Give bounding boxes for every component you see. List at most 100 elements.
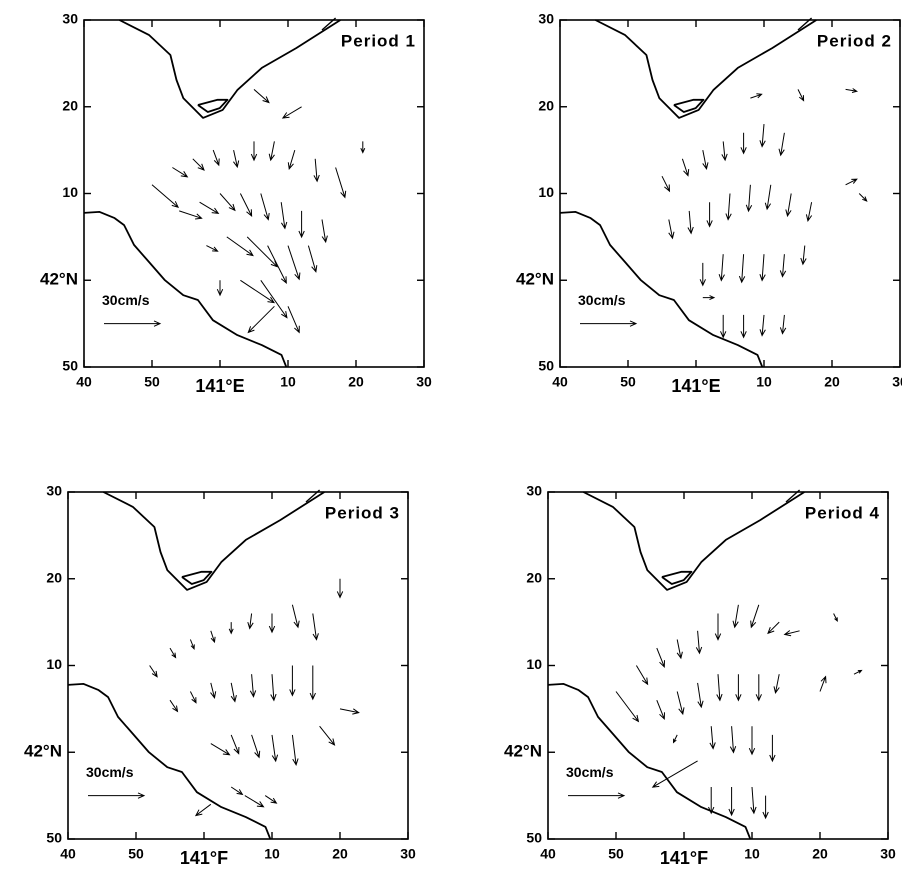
x-tick-label: 50: [128, 846, 144, 862]
x-tick-label: 50: [144, 374, 160, 390]
current-vector: [697, 682, 704, 709]
current-vector: [270, 674, 277, 702]
y-tick-label: 10: [62, 184, 78, 200]
current-vector: [783, 630, 800, 637]
y-tick-label: 10: [526, 656, 542, 672]
current-vector: [194, 803, 212, 817]
coastline: [582, 491, 805, 591]
current-vector: [615, 691, 640, 723]
title-leader: [785, 489, 801, 503]
x-tick-label: 20: [824, 374, 840, 390]
current-vector: [750, 786, 757, 815]
x-tick-label: 30: [416, 374, 432, 390]
x-tick-label: 30: [400, 846, 416, 862]
scale-label: 30cm/s: [86, 764, 134, 780]
current-vector: [702, 295, 716, 301]
x-tick-label: 30: [892, 374, 902, 390]
current-vector: [260, 193, 270, 221]
y-tick-label: 20: [538, 97, 554, 113]
map-frame: [83, 19, 425, 368]
current-vector: [748, 726, 756, 756]
y-tick-label: 42°N: [24, 742, 62, 761]
y-tick-label: 42°N: [504, 742, 542, 761]
current-vector: [709, 726, 716, 750]
current-vector: [773, 674, 780, 694]
current-vector: [339, 708, 360, 715]
current-vector: [250, 141, 258, 162]
current-vector: [716, 674, 723, 702]
current-vector: [313, 158, 320, 183]
current-vector: [251, 734, 261, 759]
y-tick-label: 20: [526, 569, 542, 585]
current-vector: [230, 786, 244, 796]
current-vector: [785, 193, 792, 218]
current-vector: [738, 254, 746, 284]
current-vector: [755, 674, 762, 702]
current-vector: [291, 734, 299, 767]
y-tick-label: 42°N: [40, 270, 78, 289]
current-vector: [767, 621, 780, 635]
current-vector: [800, 245, 807, 266]
x-tick-label: 141°E: [671, 376, 720, 396]
current-vector: [656, 700, 665, 721]
current-vector: [706, 202, 713, 228]
current-vector: [718, 254, 725, 282]
current-vector: [779, 314, 787, 335]
coastline: [67, 683, 272, 840]
current-vector: [192, 158, 205, 171]
x-tick-label: 141°F: [180, 848, 228, 868]
y-tick-label: 30: [538, 11, 554, 27]
current-vector: [635, 665, 649, 686]
x-tick-label: 10: [744, 846, 760, 862]
scale-arrow: [580, 320, 638, 327]
current-vector: [656, 647, 665, 668]
current-vector: [280, 202, 288, 230]
panel-title: Period 4: [805, 503, 880, 522]
y-tick-label: 42°N: [516, 270, 554, 289]
current-vector: [750, 604, 760, 629]
current-vector: [210, 743, 231, 756]
current-vector: [853, 669, 863, 675]
current-vector: [360, 141, 366, 154]
current-vector: [672, 734, 678, 744]
x-tick-label: 30: [880, 846, 896, 862]
scale-label: 30cm/s: [566, 764, 614, 780]
current-vector: [219, 193, 236, 212]
current-vector: [233, 149, 240, 169]
current-vector: [714, 613, 722, 641]
scale-arrow: [568, 792, 626, 799]
x-tick-label: 40: [540, 846, 556, 862]
current-vector: [206, 245, 219, 252]
current-vector: [253, 89, 270, 104]
current-vector: [228, 622, 234, 635]
current-vector: [249, 674, 257, 698]
current-vector: [246, 236, 278, 268]
panel-title: Period 1: [341, 31, 416, 50]
current-vector: [759, 254, 766, 282]
current-vector: [661, 175, 671, 193]
current-vector: [695, 630, 703, 655]
x-tick-label: 141°F: [660, 848, 708, 868]
map-frame: [67, 491, 409, 840]
current-vector: [651, 760, 698, 788]
current-vector: [845, 178, 858, 186]
current-vector: [668, 219, 675, 240]
current-vector: [335, 167, 347, 199]
current-vector: [287, 149, 296, 170]
current-vector: [676, 639, 683, 660]
current-vector: [762, 795, 769, 820]
panel-title: Period 2: [817, 31, 892, 50]
current-vector: [291, 604, 300, 629]
current-vector: [189, 691, 197, 704]
current-vector: [319, 725, 336, 746]
coastline: [102, 491, 325, 591]
current-vector: [149, 665, 158, 678]
current-vector: [179, 210, 203, 220]
current-vector: [833, 613, 838, 622]
coastline: [559, 211, 764, 368]
current-vector: [845, 88, 859, 93]
current-vector: [216, 280, 224, 297]
scale-arrow: [104, 320, 162, 327]
